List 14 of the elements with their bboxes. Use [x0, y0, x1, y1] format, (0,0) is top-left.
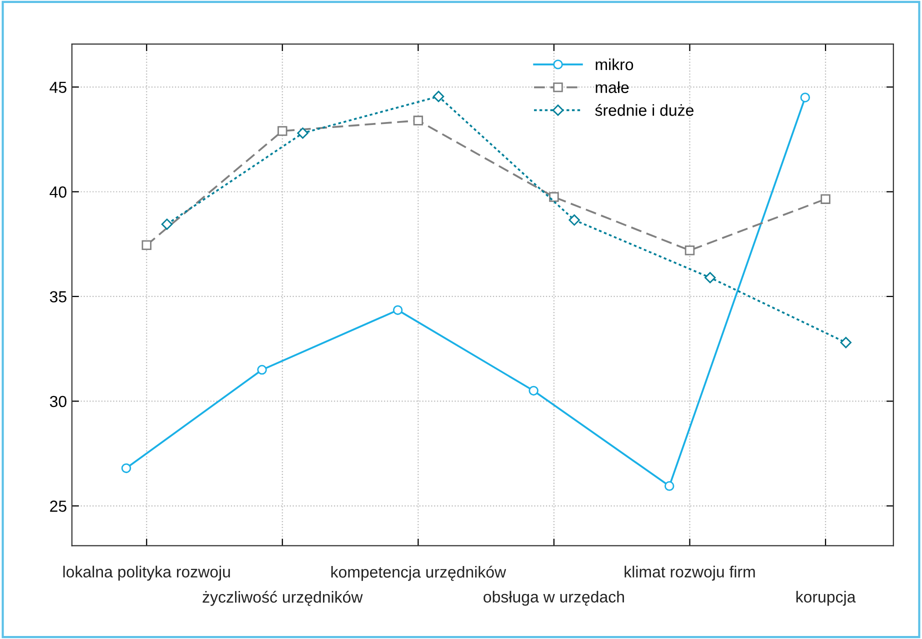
x-tick-label: obsługa w urzędach — [484, 590, 624, 606]
y-tick-label: 25 — [50, 500, 66, 512]
legend-label: średnie i duże — [595, 104, 694, 116]
y-tick-label: 45 — [50, 82, 66, 93]
y-tick-label: 30 — [50, 396, 66, 408]
x-tick-label: klimat rozwoju firm — [624, 566, 755, 581]
x-tick-label: życzliwość urzędników — [202, 590, 363, 606]
legend-label: mikro — [596, 58, 634, 70]
legend-label: małe — [596, 81, 629, 94]
x-tick-label: kompetencja urzędników — [331, 566, 506, 581]
x-tick-label: lokalna polityka rozwoju — [63, 566, 230, 581]
y-tick-label: 40 — [50, 186, 66, 198]
y-tick-label: 35 — [50, 291, 66, 302]
x-tick-label: korupcja — [796, 590, 856, 606]
